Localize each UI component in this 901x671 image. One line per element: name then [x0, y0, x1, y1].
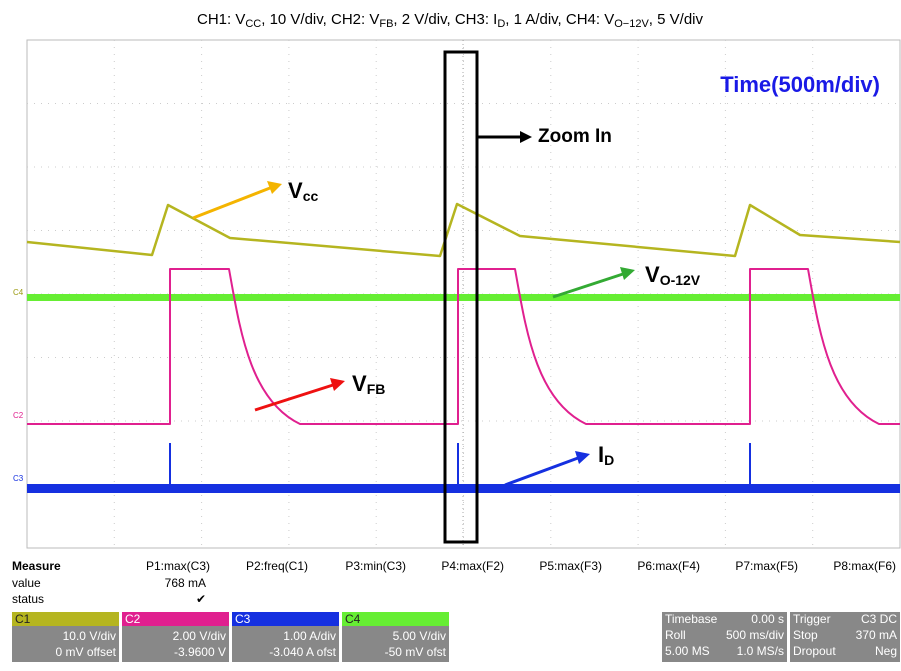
trigger-cell: 370 mA [856, 628, 897, 642]
measure-column: P5:max(F3) [539, 559, 602, 573]
channel-name: C4 [345, 612, 361, 626]
channel-offset: -3.040 A ofst [269, 645, 336, 659]
time-label: Time(500m/div) [720, 72, 880, 97]
channel-offset: 0 mV offset [56, 645, 117, 659]
trigger-cell: C3 DC [861, 612, 897, 626]
channel-marker: C3 [13, 474, 24, 483]
trigger-cell: Trigger [793, 612, 831, 626]
timebase-cell: Timebase [665, 612, 718, 626]
channel-markers: C4 C2 C3 [13, 288, 24, 483]
status-panel: Measure P1:max(C3) P2:freq(C1) P3:min(C3) P4… [12, 559, 900, 662]
trigger-cell: Neg [875, 644, 897, 658]
caption-text: CH1: V [197, 11, 245, 28]
channel-marker: C2 [13, 411, 24, 420]
measure-row-label: value [12, 576, 41, 590]
measure-column: P6:max(F4) [637, 559, 700, 573]
trigger-cell: Stop [793, 628, 818, 642]
channel-name: C3 [235, 612, 251, 626]
measure-column: P1:max(C3) [146, 559, 210, 573]
figure: CH1: VCC, 10 V/div, CH2: VFB, 2 V/div, C… [0, 0, 901, 666]
caption-text: , 10 V/div, CH2: V [261, 11, 379, 28]
caption-text: , 5 V/div [649, 11, 704, 28]
measure-cell: 768 mA [165, 576, 206, 590]
measure-column: P2:freq(C1) [246, 559, 308, 573]
timebase-cell: 0.00 s [751, 612, 784, 626]
channel-scale: 5.00 V/div [393, 629, 446, 643]
channel-marker: C4 [13, 288, 24, 297]
trigger-cell: Dropout [793, 644, 836, 658]
caption-text: , 2 V/div, CH3: I [393, 11, 497, 28]
channel-name: C1 [15, 612, 31, 626]
measure-title: Measure [12, 559, 61, 573]
measure-cell: ✔ [196, 592, 206, 606]
subscript: FB [379, 18, 393, 30]
measure-column: P3:min(C3) [345, 559, 406, 573]
timebase-cell: 5.00 MS [665, 644, 710, 658]
channel-scale: 1.00 A/div [283, 629, 336, 643]
subscript: CC [245, 18, 261, 30]
subscript: O−12V [614, 18, 649, 30]
measure-row-label: status [12, 592, 44, 606]
measure-column: P8:max(F6) [833, 559, 896, 573]
timebase-cell: 1.0 MS/s [737, 644, 784, 658]
timebase-cell: 500 ms/div [726, 628, 784, 642]
subscript: D [497, 18, 505, 30]
caption-text: , 1 A/div, CH4: V [505, 11, 614, 28]
channel-scale: 10.0 V/div [63, 629, 116, 643]
channel-scale: 2.00 V/div [173, 629, 226, 643]
caption: CH1: VCC, 10 V/div, CH2: VFB, 2 V/div, C… [197, 11, 704, 30]
timebase-cell: Roll [665, 628, 686, 642]
channel-name: C2 [125, 612, 141, 626]
measure-column: P7:max(F5) [735, 559, 798, 573]
vo-trace [27, 294, 900, 301]
measure-column: P4:max(F2) [441, 559, 504, 573]
page: CH1: VCC, 10 V/div, CH2: VFB, 2 V/div, C… [0, 0, 901, 666]
channel-offset: -3.9600 V [174, 645, 226, 659]
id-trace [27, 484, 900, 493]
channel-offset: -50 mV ofst [385, 645, 447, 659]
zoom-label: Zoom In [538, 126, 612, 147]
